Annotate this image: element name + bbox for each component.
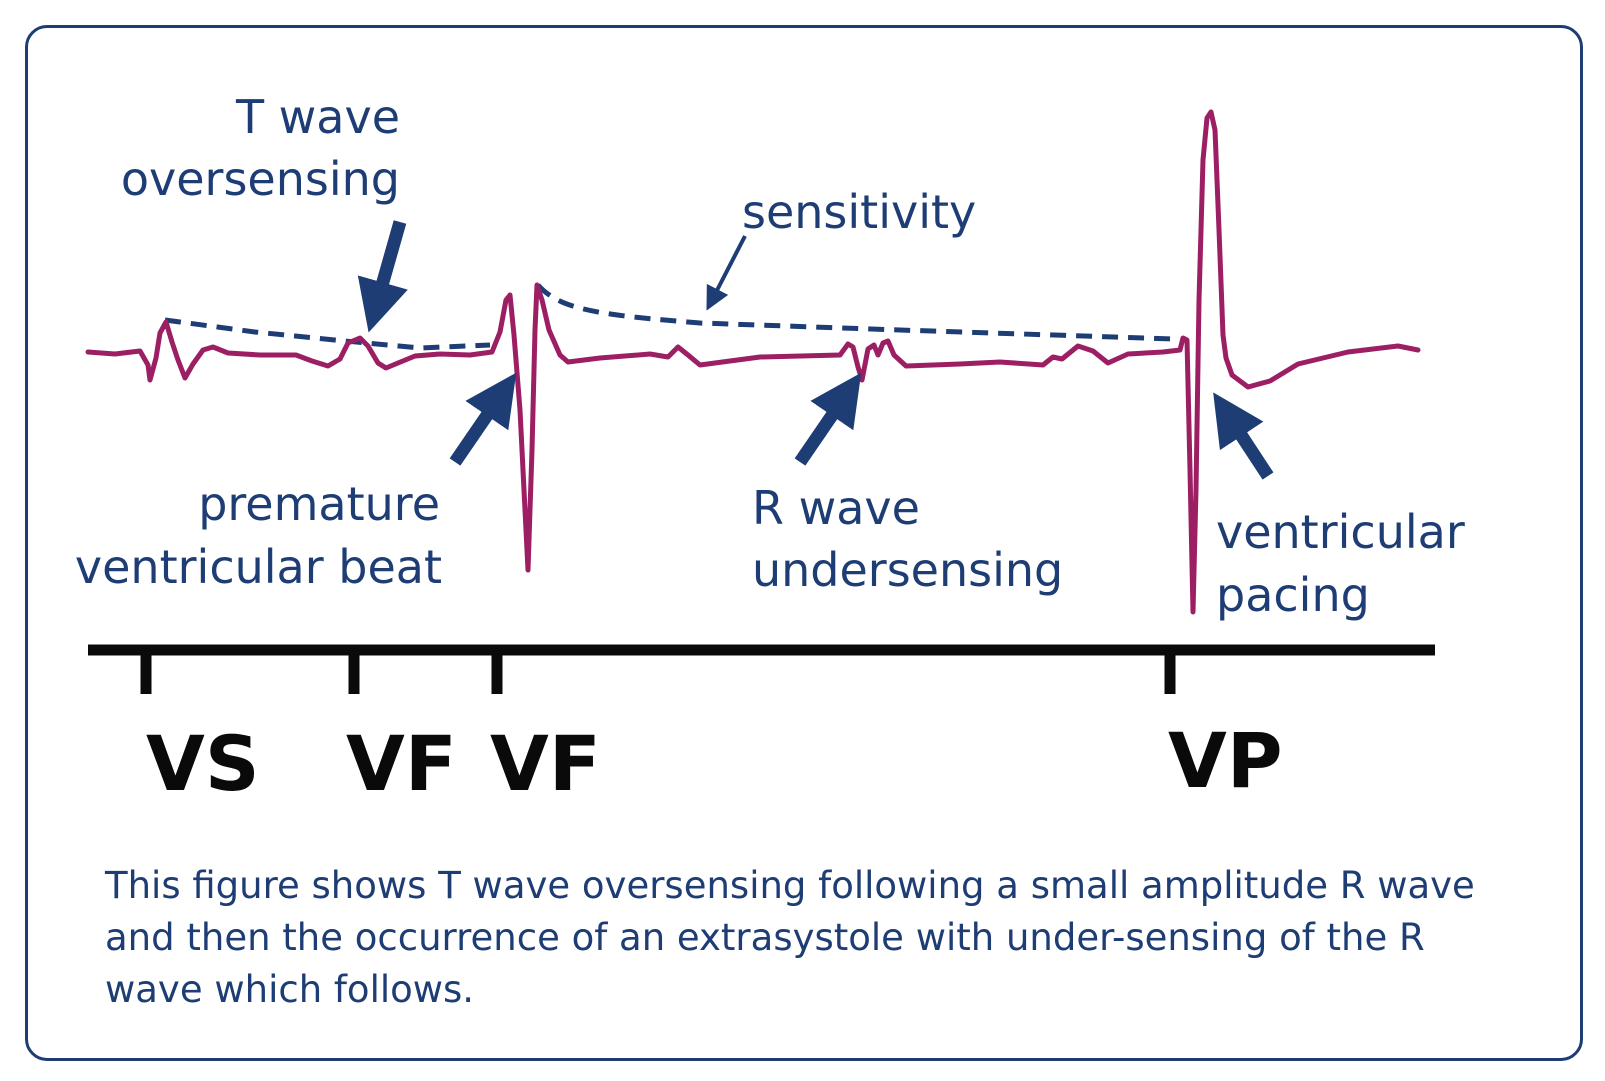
r-wave-arrow-icon (794, 372, 862, 466)
t-wave-label-line2: oversensing (121, 152, 400, 206)
sensitivity-label: sensitivity (742, 185, 976, 239)
sensitivity-threshold-line (164, 317, 491, 351)
sensitivity-decay-line (536, 283, 1176, 342)
t-wave-label-line1: T wave (235, 90, 400, 144)
pvb-arrow-icon (449, 372, 517, 466)
vp-label-line1: ventricular (1216, 505, 1465, 559)
vp-label-line2: pacing (1216, 568, 1370, 622)
t-wave-arrow-icon (357, 220, 408, 333)
marker-label-vf-2: VF (490, 719, 601, 808)
marker-label-vp: VP (1168, 716, 1283, 805)
vp-arrow-icon (1213, 392, 1274, 480)
marker-label-vs: VS (146, 719, 260, 808)
figure-caption: This figure shows T wave oversensing fol… (105, 864, 1475, 1011)
pvb-label-line2: ventricular beat (75, 540, 442, 594)
sensitivity-arrow-icon (706, 235, 747, 311)
r-wave-label-line1: R wave (752, 481, 920, 535)
r-wave-label-line2: undersensing (752, 543, 1063, 597)
figure-frame (25, 25, 1583, 1061)
marker-label-vf-1: VF (346, 719, 457, 808)
ecg-signal-trace (85, 109, 1421, 615)
pvb-label-line1: premature (198, 477, 440, 531)
